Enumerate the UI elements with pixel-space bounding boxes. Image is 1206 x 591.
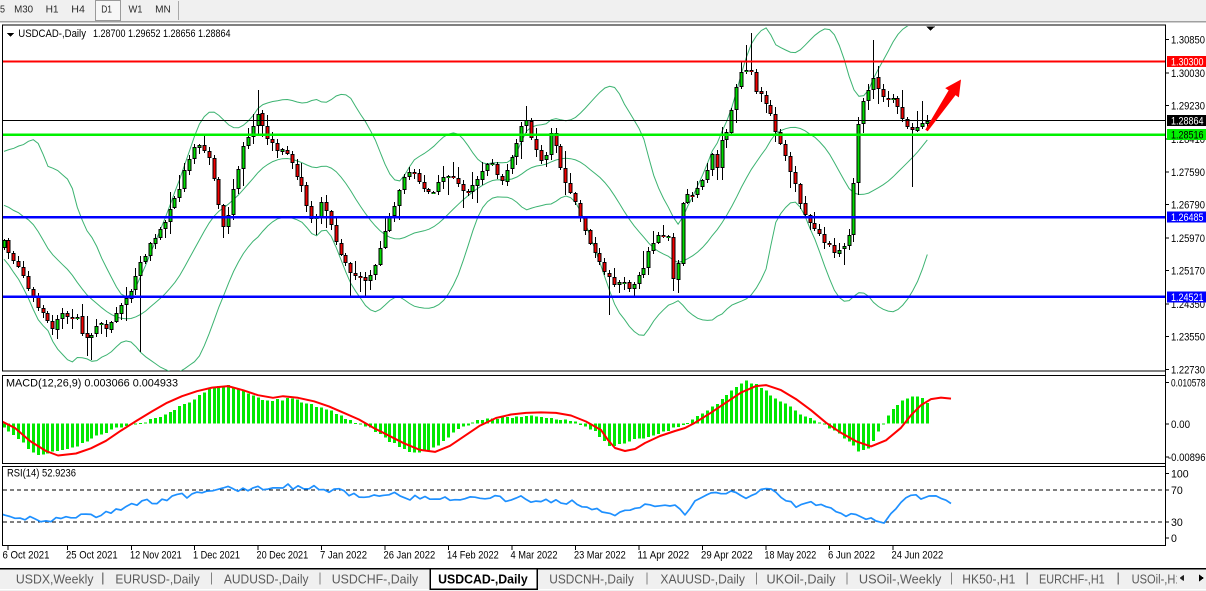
svg-text:70: 70 <box>1171 485 1183 497</box>
svg-text:100: 100 <box>1171 469 1189 481</box>
svg-text:18 May 2022: 18 May 2022 <box>765 550 817 562</box>
svg-text:W1: W1 <box>129 5 143 16</box>
svg-text:USOil-,Weekly: USOil-,Weekly <box>859 572 942 587</box>
svg-text:0.00: 0.00 <box>1171 419 1190 431</box>
svg-text:-0.00896: -0.00896 <box>1168 452 1206 464</box>
svg-text:1.28700 1.29652 1.28656 1.2886: 1.28700 1.29652 1.28656 1.28864 <box>93 28 231 40</box>
svg-text:D1: D1 <box>101 5 112 16</box>
svg-text:0.010578: 0.010578 <box>1171 378 1206 390</box>
svg-text:MACD(12,26,9) 0.003066 0.00493: MACD(12,26,9) 0.003066 0.004933 <box>6 378 178 390</box>
svg-text:24 Jun 2022: 24 Jun 2022 <box>892 550 944 562</box>
svg-text:XAUUSD-,Daily: XAUUSD-,Daily <box>660 572 745 587</box>
svg-text:USDX,Weekly: USDX,Weekly <box>16 572 94 587</box>
svg-text:USOil-,H1: USOil-,H1 <box>1132 572 1182 587</box>
svg-text:1.29230: 1.29230 <box>1171 101 1205 113</box>
svg-text:1.28864: 1.28864 <box>1171 116 1204 128</box>
svg-text:14 Feb 2022: 14 Feb 2022 <box>447 550 499 562</box>
svg-text:11 Apr 2022: 11 Apr 2022 <box>638 550 690 562</box>
svg-text:HK50-,H1: HK50-,H1 <box>962 572 1015 587</box>
svg-text:RSI(14) 52.9236: RSI(14) 52.9236 <box>7 468 76 480</box>
svg-text:1.25970: 1.25970 <box>1171 233 1205 245</box>
svg-text:29 Apr 2022: 29 Apr 2022 <box>701 550 753 562</box>
svg-text:1.30850: 1.30850 <box>1171 35 1205 47</box>
svg-text:EURCHF-,H1: EURCHF-,H1 <box>1039 572 1105 587</box>
svg-text:MN: MN <box>155 5 171 16</box>
svg-text:30: 30 <box>1171 517 1183 529</box>
svg-text:1.25170: 1.25170 <box>1171 266 1205 278</box>
svg-text:1.24521: 1.24521 <box>1171 292 1204 304</box>
svg-text:USDCNH-,Daily: USDCNH-,Daily <box>549 572 634 587</box>
svg-text:1 Dec 2021: 1 Dec 2021 <box>193 550 240 562</box>
svg-text:1.23550: 1.23550 <box>1171 331 1205 343</box>
svg-text:6 Oct 2021: 6 Oct 2021 <box>3 550 50 562</box>
svg-text:1.30300: 1.30300 <box>1171 57 1204 69</box>
svg-text:0: 0 <box>1171 533 1177 545</box>
svg-text:1.30030: 1.30030 <box>1171 68 1205 80</box>
svg-text:M30: M30 <box>14 5 33 16</box>
svg-text:12 Nov 2021: 12 Nov 2021 <box>130 550 182 562</box>
svg-text:20 Dec 2021: 20 Dec 2021 <box>257 550 309 562</box>
svg-text:H4: H4 <box>71 5 85 16</box>
svg-text:1.28516: 1.28516 <box>1171 130 1204 142</box>
svg-text:25 Oct 2021: 25 Oct 2021 <box>66 550 118 562</box>
svg-text:USDCAD-,Daily: USDCAD-,Daily <box>18 28 86 40</box>
svg-text:H1: H1 <box>46 5 59 16</box>
svg-text:USDCAD-,Daily: USDCAD-,Daily <box>438 572 528 587</box>
svg-text:UKOil-,Daily: UKOil-,Daily <box>767 572 836 587</box>
svg-text:6 Jun 2022: 6 Jun 2022 <box>828 550 875 562</box>
svg-text:USDCHF-,Daily: USDCHF-,Daily <box>332 572 419 587</box>
svg-text:EURUSD-,Daily: EURUSD-,Daily <box>115 572 200 587</box>
svg-text:23 Mar 2022: 23 Mar 2022 <box>574 550 626 562</box>
svg-text:7 Jan 2022: 7 Jan 2022 <box>320 550 367 562</box>
svg-text:1.27590: 1.27590 <box>1171 167 1205 179</box>
svg-text:26 Jan 2022: 26 Jan 2022 <box>384 550 436 562</box>
svg-text:4 Mar 2022: 4 Mar 2022 <box>511 550 558 562</box>
svg-text:AUDUSD-,Daily: AUDUSD-,Daily <box>224 572 309 587</box>
svg-text:1.22730: 1.22730 <box>1171 365 1205 377</box>
svg-text:1.26790: 1.26790 <box>1171 200 1205 212</box>
svg-text:1.26485: 1.26485 <box>1171 212 1204 224</box>
svg-text:5: 5 <box>0 5 5 16</box>
